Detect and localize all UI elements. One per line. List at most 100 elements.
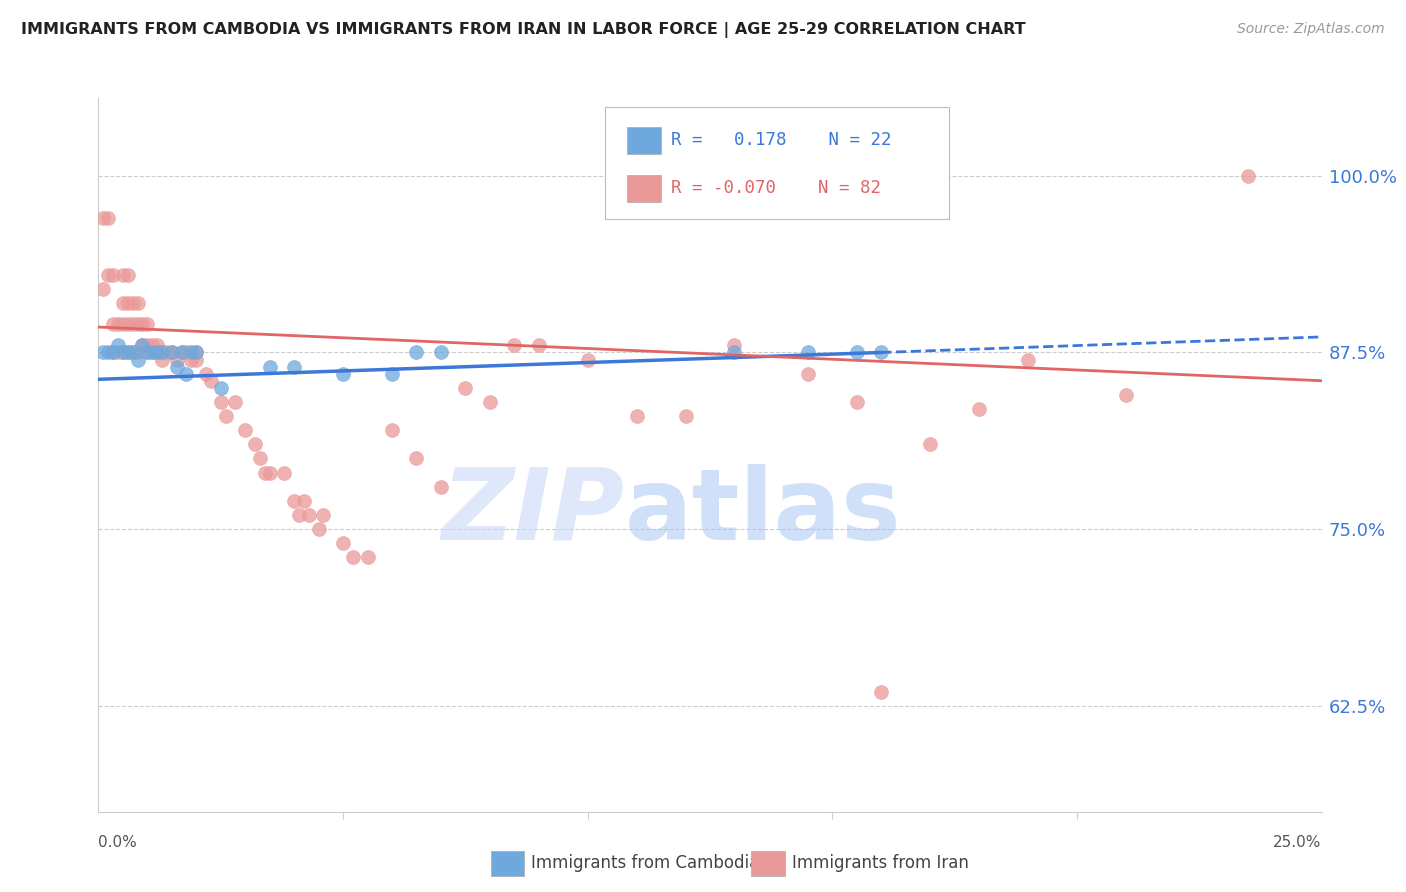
- Point: [797, 345, 820, 359]
- Point: [259, 466, 281, 480]
- Point: [527, 338, 550, 352]
- Point: [283, 493, 305, 508]
- Point: [101, 345, 124, 359]
- Point: [356, 550, 378, 565]
- Point: [136, 345, 159, 359]
- Point: [117, 345, 139, 359]
- Point: [111, 317, 134, 331]
- Point: [136, 317, 159, 331]
- Point: [91, 345, 114, 359]
- Point: [186, 352, 208, 367]
- Point: [150, 345, 173, 359]
- Point: [292, 493, 315, 508]
- Point: [107, 317, 129, 331]
- Text: IMMIGRANTS FROM CAMBODIA VS IMMIGRANTS FROM IRAN IN LABOR FORCE | AGE 25-29 CORR: IMMIGRANTS FROM CAMBODIA VS IMMIGRANTS F…: [21, 22, 1026, 38]
- Point: [1237, 169, 1260, 183]
- Point: [186, 345, 208, 359]
- Point: [121, 345, 143, 359]
- Point: [127, 345, 149, 359]
- Point: [405, 345, 427, 359]
- Point: [259, 359, 281, 374]
- Point: [308, 522, 330, 536]
- Point: [273, 466, 295, 480]
- Point: [150, 345, 173, 359]
- Point: [121, 317, 143, 331]
- Point: [176, 367, 198, 381]
- Point: [91, 282, 114, 296]
- Point: [97, 211, 120, 226]
- Point: [430, 480, 453, 494]
- Point: [209, 395, 232, 409]
- Point: [1017, 352, 1039, 367]
- Point: [454, 381, 477, 395]
- Point: [626, 409, 648, 423]
- Point: [121, 296, 143, 310]
- Point: [870, 345, 893, 359]
- Point: [141, 338, 163, 352]
- Point: [146, 338, 169, 352]
- Point: [253, 466, 276, 480]
- Point: [967, 402, 990, 417]
- Point: [156, 345, 179, 359]
- Point: [342, 550, 364, 565]
- Point: [107, 338, 129, 352]
- Point: [332, 536, 354, 550]
- Text: Immigrants from Iran: Immigrants from Iran: [792, 855, 969, 872]
- Text: atlas: atlas: [624, 464, 901, 560]
- Point: [160, 345, 183, 359]
- Point: [224, 395, 246, 409]
- Point: [200, 374, 222, 388]
- Point: [180, 352, 202, 367]
- Point: [381, 367, 404, 381]
- Point: [91, 211, 114, 226]
- Text: 25.0%: 25.0%: [1274, 836, 1322, 850]
- Point: [97, 345, 120, 359]
- Point: [150, 352, 173, 367]
- Point: [136, 345, 159, 359]
- Point: [675, 409, 697, 423]
- Point: [312, 508, 335, 522]
- Point: [111, 345, 134, 359]
- Point: [127, 352, 149, 367]
- Point: [127, 296, 149, 310]
- Point: [166, 352, 188, 367]
- Point: [107, 345, 129, 359]
- Text: Source: ZipAtlas.com: Source: ZipAtlas.com: [1237, 22, 1385, 37]
- Point: [209, 381, 232, 395]
- Point: [845, 345, 868, 359]
- Point: [141, 345, 163, 359]
- Point: [233, 423, 256, 437]
- Point: [332, 367, 354, 381]
- Point: [870, 684, 893, 698]
- Text: R =   0.178    N = 22: R = 0.178 N = 22: [671, 131, 891, 149]
- Text: Immigrants from Cambodia: Immigrants from Cambodia: [531, 855, 759, 872]
- Text: 0.0%: 0.0%: [98, 836, 138, 850]
- Point: [166, 359, 188, 374]
- Point: [381, 423, 404, 437]
- Point: [845, 395, 868, 409]
- Point: [131, 338, 153, 352]
- Point: [136, 338, 159, 352]
- Point: [214, 409, 236, 423]
- Point: [131, 338, 153, 352]
- Point: [1115, 388, 1137, 402]
- Text: R = -0.070    N = 82: R = -0.070 N = 82: [671, 179, 880, 197]
- Point: [405, 451, 427, 466]
- Point: [101, 268, 124, 282]
- Point: [131, 317, 153, 331]
- Point: [478, 395, 501, 409]
- Point: [283, 359, 305, 374]
- Point: [170, 345, 193, 359]
- Point: [117, 296, 139, 310]
- Point: [288, 508, 311, 522]
- Point: [117, 345, 139, 359]
- Point: [160, 345, 183, 359]
- Point: [117, 268, 139, 282]
- Point: [127, 317, 149, 331]
- Point: [723, 345, 745, 359]
- Point: [249, 451, 271, 466]
- Point: [97, 268, 120, 282]
- Point: [243, 437, 266, 451]
- Point: [298, 508, 321, 522]
- Point: [920, 437, 942, 451]
